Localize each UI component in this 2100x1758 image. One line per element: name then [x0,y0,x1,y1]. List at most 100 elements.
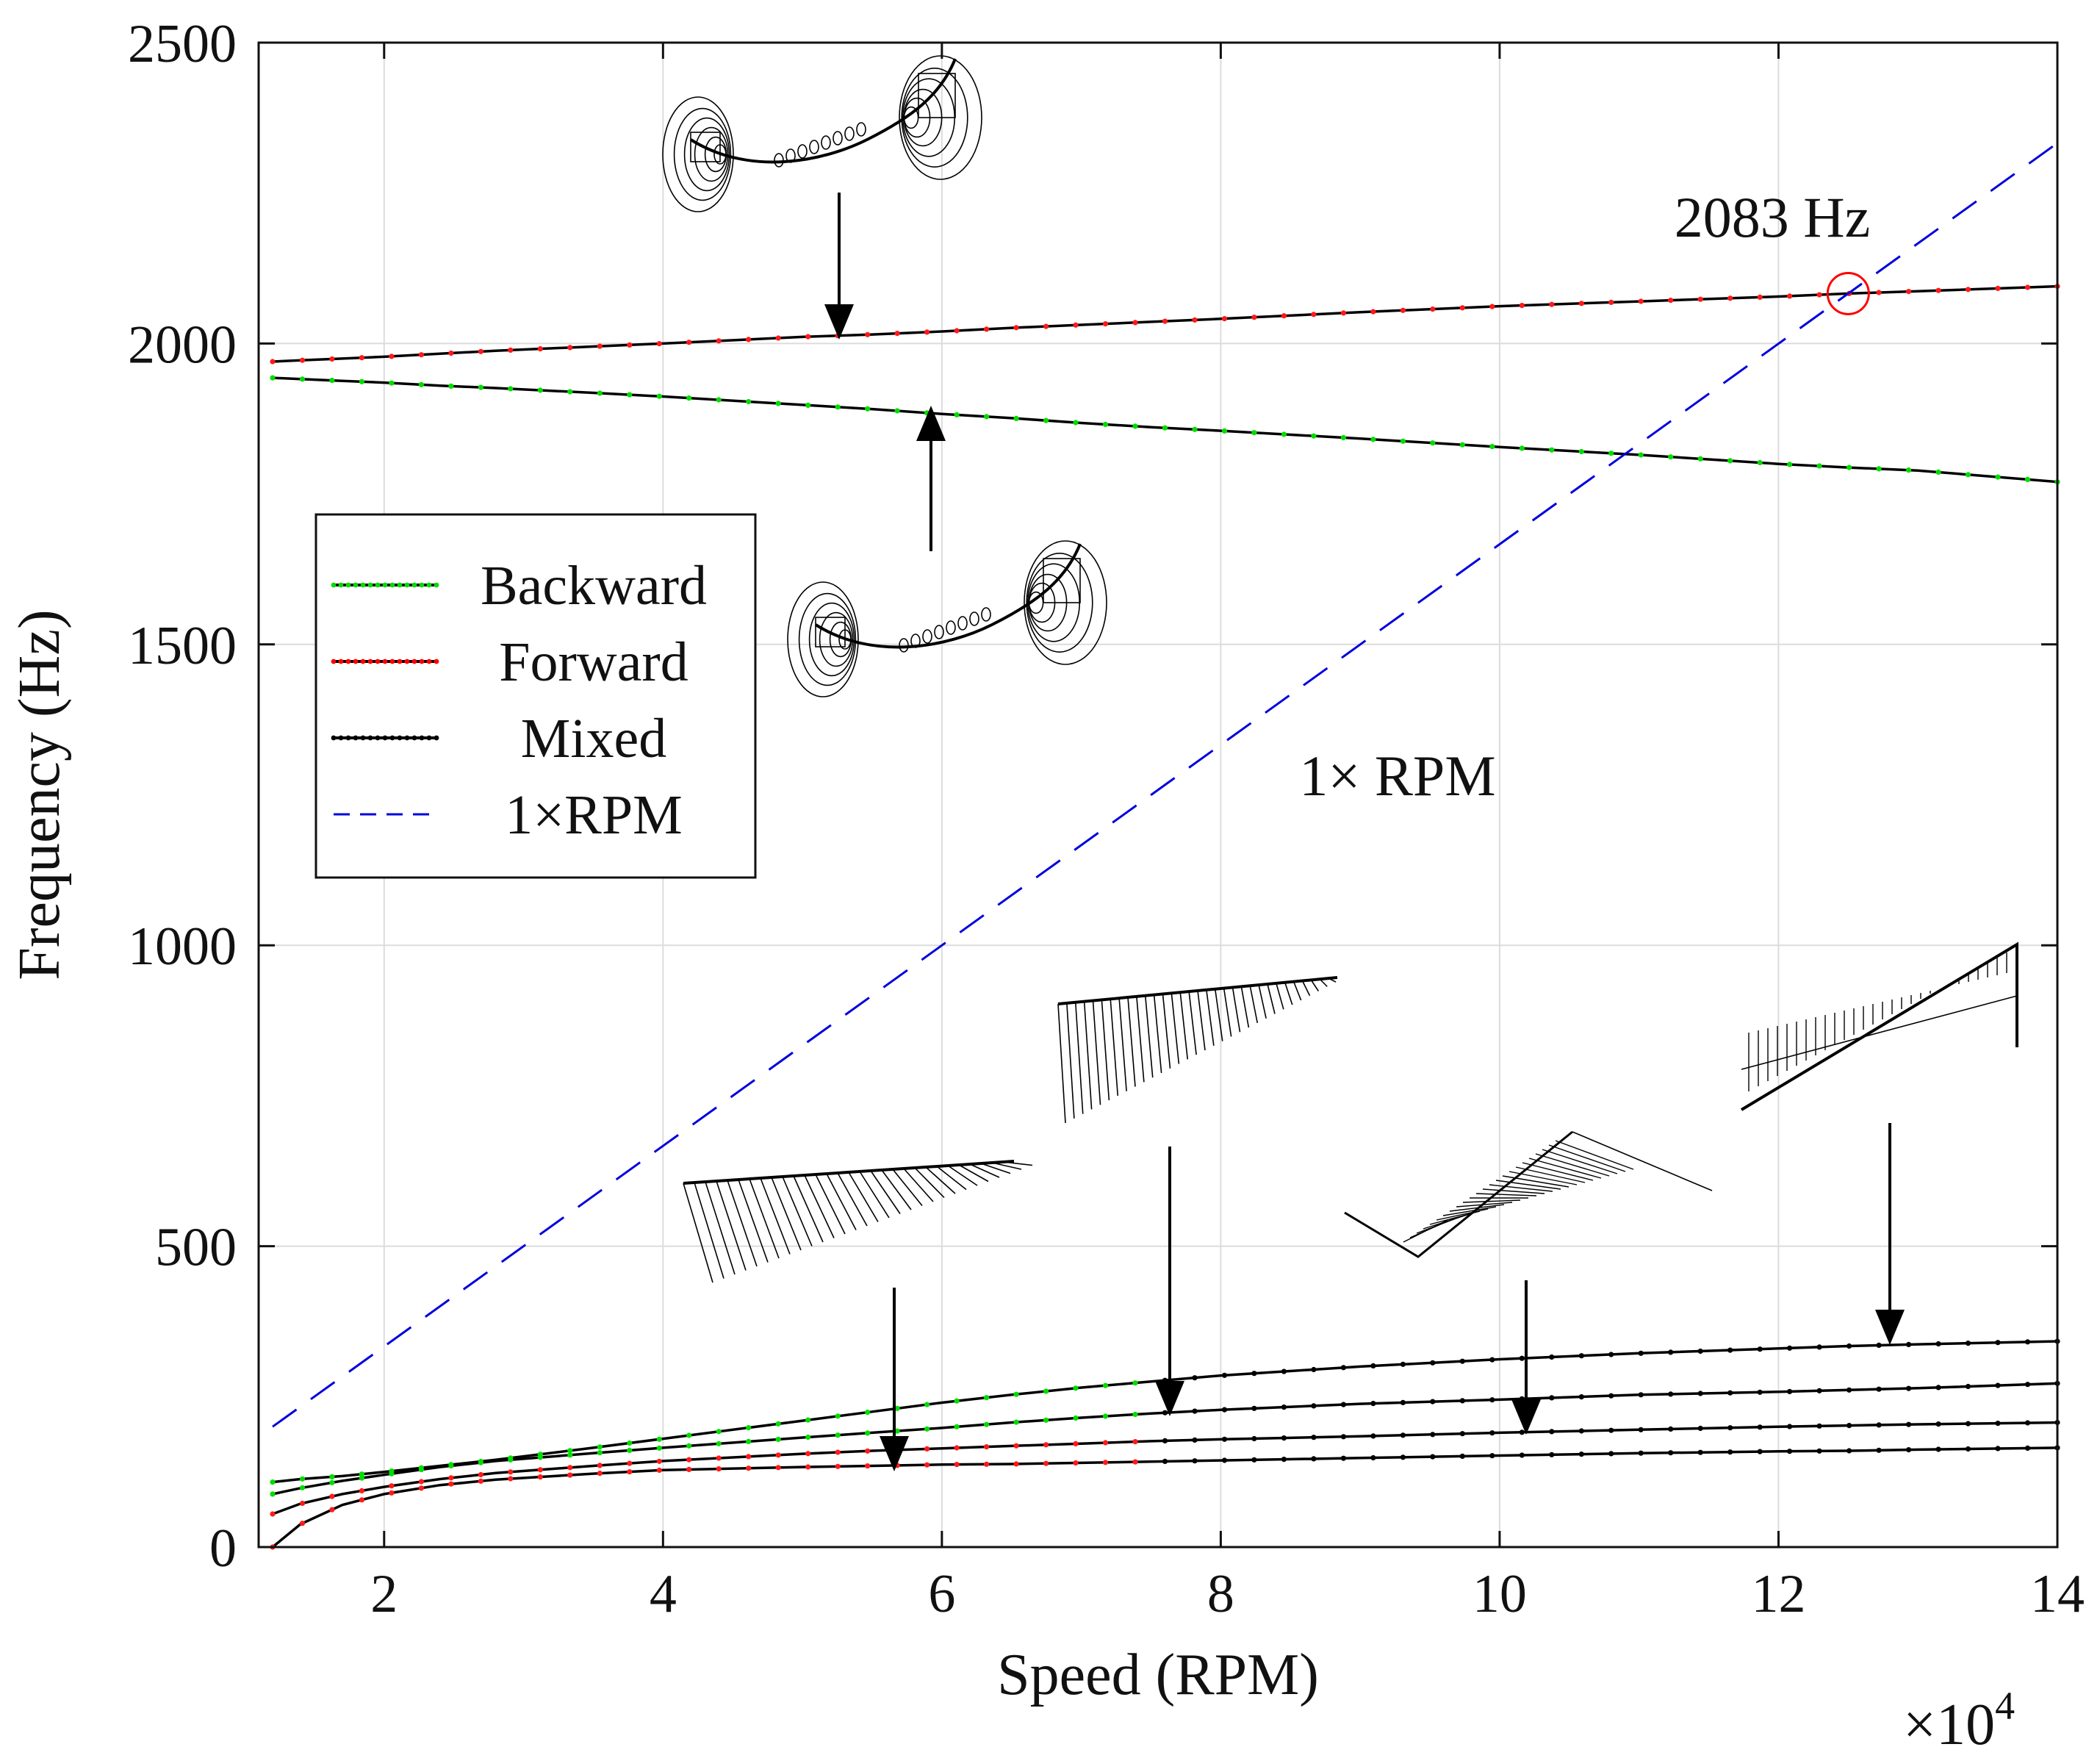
blade-line [1127,997,1136,1087]
legend-swatch-dot [434,735,439,741]
series-dot [508,1469,514,1475]
orbit-ellipse [683,117,730,192]
series-line-4 [272,1382,2058,1496]
arrow-head [880,1436,909,1471]
series-dot [1430,440,1436,446]
bearing-box [690,132,721,162]
series-dot [1013,1443,1019,1449]
blade-line [1276,983,1284,1010]
legend-swatch-dot [419,735,425,741]
series-dot [1162,1458,1168,1464]
mode-shape-inset-2 [787,540,1107,697]
series-dot [1519,1429,1525,1435]
series-dot [716,338,722,344]
series-dot [508,386,514,392]
legend-label-2: Forward [499,631,688,693]
crossing-circle-marker [1826,271,1870,315]
legend-swatch-dot [419,582,425,588]
legend-swatch-dot [360,735,366,741]
series-dot [389,1483,395,1489]
series-dot [746,337,752,342]
series-dot [805,1464,811,1470]
series-dot [1459,1358,1465,1364]
legend-swatch-dot [360,659,366,664]
series-dot [478,384,484,390]
series-dot [329,1479,335,1485]
series-dot [1281,1457,1287,1463]
series-dot [359,1471,364,1477]
series-dot [865,331,871,337]
series-dot [1608,1451,1614,1457]
series-dot [686,1466,692,1472]
series-dot [1102,1460,1109,1465]
series-dot [1073,322,1079,328]
bearing-box [918,73,956,118]
series-dot [1697,1425,1703,1432]
series-dot [1281,1435,1287,1441]
series-dot [1638,452,1644,458]
y-tick-label: 2000 [128,315,237,375]
series-dot [1340,1402,1346,1407]
blade-line [1475,1193,1537,1196]
series-dot [1816,1344,1822,1350]
series-dot [835,1463,841,1469]
series-dot [1906,467,1912,473]
blade-line [1535,1153,1610,1177]
series-dot [1251,430,1257,436]
series-dot [954,328,960,334]
series-dot [1697,1391,1703,1396]
series-dot [1965,287,1971,293]
series-dot [656,341,662,347]
series-dot [1221,1407,1228,1413]
rpm-line-label: 1× RPM [1299,744,1495,808]
legend-items: Backward Forward Mixed 1×RPM [331,555,707,846]
blade-line [1555,1140,1634,1170]
blade-line [1292,981,1302,1001]
series-dot [1697,1348,1703,1355]
series-dot [1400,307,1406,313]
series-dot [2024,1339,2031,1345]
series-dot [537,387,543,393]
blade-edge [1740,941,2018,1111]
series-dot [270,1511,276,1517]
series-dot [1013,415,1019,422]
blade-line [1502,1175,1569,1188]
series-dot [270,359,276,365]
legend-swatch-dot [389,659,395,664]
series-dot [1727,1347,1733,1353]
blade-line [1153,994,1162,1074]
rpm-line [272,142,2058,1428]
series-dot [2024,1445,2031,1451]
series-dot [1192,1408,1198,1414]
blade-line [1074,1002,1084,1114]
series-dot [894,1428,900,1434]
series-dot [1251,1371,1257,1377]
blade-line [749,1178,780,1259]
series-dot [1459,1398,1465,1404]
series-dot [1608,1393,1614,1399]
series-dot [1430,1360,1436,1366]
blade-line [1572,1131,1713,1191]
legend-swatch-dot [389,735,395,741]
series-dot [1400,1399,1406,1405]
blade-line [1144,995,1154,1078]
series-dot [1935,287,1941,293]
series-dot [775,1465,781,1471]
series-dot [1311,1456,1317,1462]
series-dot [1400,438,1406,444]
series-line-1 [272,284,2058,363]
blade-line [991,1162,1022,1170]
series-dot [716,1466,722,1472]
blade-line [969,1163,1000,1178]
series-dot [1400,1361,1406,1367]
series-dot [1578,301,1584,306]
blade-line [760,1177,791,1255]
series-dot [686,340,692,345]
crossing-frequency-label: 2083 Hz [1675,185,1870,249]
series-dot [835,1449,841,1455]
series-dot [597,390,603,396]
series-dot [1043,1442,1049,1448]
blade-line [1240,986,1250,1028]
series-dot [597,1463,603,1468]
series-dot [1459,1453,1465,1459]
